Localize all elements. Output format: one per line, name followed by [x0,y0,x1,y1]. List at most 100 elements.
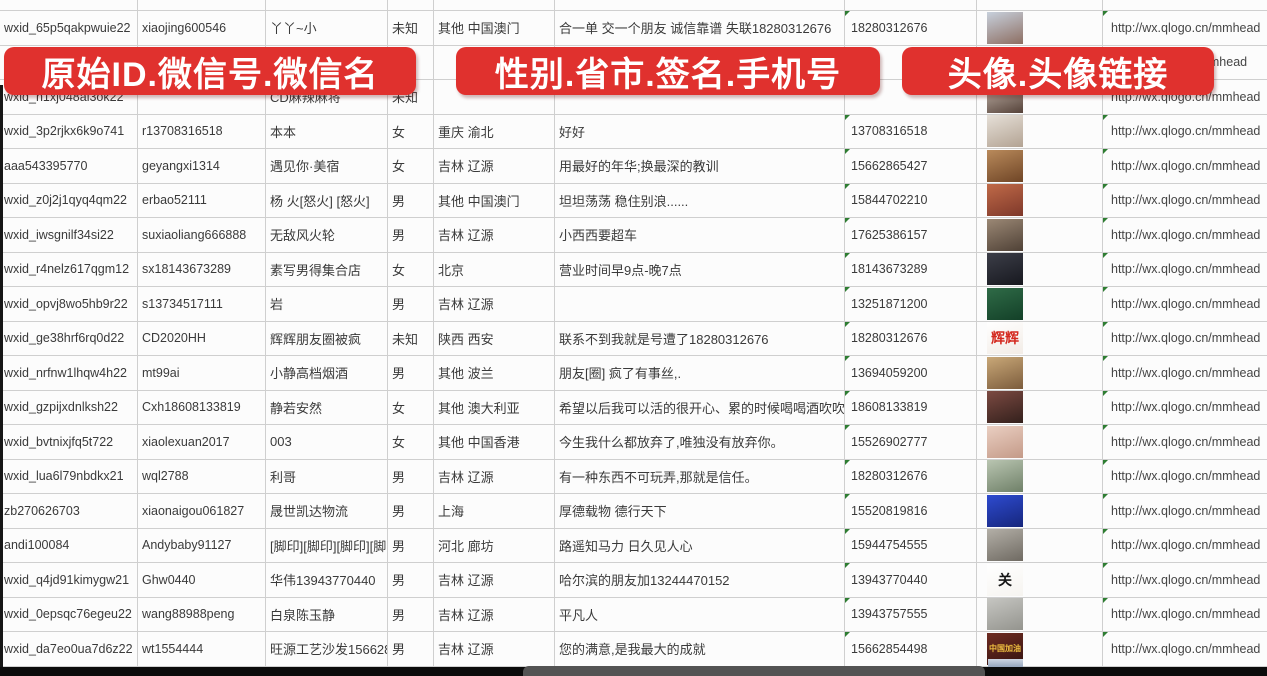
cell-phone[interactable]: 18280312676 [845,459,977,493]
cell-region[interactable]: 陕西 西安 [434,321,555,355]
cell-signature[interactable] [555,80,845,114]
cell-wechat-id[interactable]: s13734517111 [138,287,266,321]
cell-avatar[interactable] [977,494,1103,528]
cell-avatar[interactable] [977,149,1103,183]
cell-wechat-id[interactable]: wt1554444 [138,632,266,666]
cell-wechat-id[interactable]: xiaolexuan2017 [138,425,266,459]
cell-wechat-id[interactable] [138,80,266,114]
cell-phone[interactable]: 13708316518 [845,114,977,148]
cell-avatar-url[interactable]: http://wx.qlogo.cn/mmhead [1103,183,1267,218]
cell-wechat-name[interactable]: 辉辉朋友圈被疯 [266,321,388,355]
cell-avatar[interactable]: 关 [977,563,1103,597]
cell-phone[interactable]: 18143673289 [845,252,977,286]
cell-original-id[interactable]: zb270626703 [0,494,138,528]
cell-phone[interactable]: 13943770440 [845,563,977,597]
cell-signature[interactable]: 小西西要超车 [555,218,845,252]
cell-avatar-url[interactable]: http://wx.qlogo.cn/mmhead [1103,390,1267,425]
cell-gender[interactable]: 女 [388,390,434,424]
cell-avatar[interactable] [977,597,1103,631]
cell-original-id[interactable]: wxid_z0j2j1qyq4qm22 [0,183,138,217]
cell-phone[interactable] [845,80,977,114]
cell-gender[interactable]: 女 [388,252,434,286]
cell-signature[interactable]: 您的满意,是我最大的成就 [555,632,845,666]
cell-phone[interactable]: 15526902777 [845,425,977,459]
cell-wechat-name[interactable]: 旺源工艺沙发15662854 [266,632,388,666]
cell-avatar[interactable]: 辉辉 [977,321,1103,355]
cell-gender[interactable]: 未知 [388,321,434,355]
cell-wechat-name[interactable]: 丫丫~小 [266,11,388,45]
cell-avatar[interactable] [977,459,1103,493]
cell-signature[interactable]: 朋友[圈] 疯了有事丝,. [555,356,845,390]
cell-original-id[interactable]: wxid_nrfnw1lhqw4h22 [0,356,138,390]
cell-region[interactable]: 吉林 辽源 [434,597,555,631]
cell-avatar[interactable] [977,528,1103,562]
cell-wechat-name[interactable]: 静若安然 [266,390,388,424]
cell-signature[interactable]: 联系不到我就是号遭了18280312676 [555,321,845,355]
cell-phone[interactable]: 15662854498 [845,632,977,666]
cell-wechat-id[interactable]: Andybaby91127 [138,528,266,562]
cell-signature[interactable]: 有一种东西不可玩弄,那就是信任。 [555,459,845,493]
cell-phone[interactable]: 18280312676 [845,321,977,355]
cell-avatar[interactable] [977,287,1103,321]
cell-wechat-name[interactable]: 小静高档烟酒 [266,356,388,390]
cell-gender[interactable]: 未知 [388,11,434,45]
cell-original-id[interactable]: wxid_q4jd91kimygw21 [0,563,138,597]
cell-avatar-url[interactable]: http://wx.qlogo.cn/mmhead [1103,459,1267,494]
cell-wechat-id[interactable]: geyangxi1314 [138,149,266,183]
cell-phone[interactable]: 18280312676 [845,11,977,45]
cell-gender[interactable]: 男 [388,632,434,666]
cell-wechat-name[interactable]: [脚印][脚印][脚印][脚印 [266,528,388,562]
cell-region[interactable]: 重庆 渝北 [434,114,555,148]
cell-avatar-url[interactable]: http://wx.qlogo.cn/mmhead [1103,252,1267,287]
cell-original-id[interactable]: aaa543395770 [0,149,138,183]
cell-region[interactable]: 吉林 辽源 [434,149,555,183]
cell-gender[interactable]: 男 [388,183,434,217]
cell-phone[interactable]: 17625386157 [845,218,977,252]
cell-gender[interactable]: 男 [388,597,434,631]
cell-original-id[interactable]: wxid_3p2rjkx6k9o741 [0,114,138,148]
cell-original-id[interactable]: wxid_65p5qakpwuie22 [0,11,138,45]
cell-region[interactable]: 其他 中国澳门 [434,11,555,45]
cell-avatar-url[interactable]: http://wx.qlogo.cn/mmhead [1103,218,1267,252]
cell-region[interactable]: 吉林 辽源 [434,459,555,493]
cell-original-id[interactable]: wxid_da7eo0ua7d6z22 [0,632,138,666]
cell-wechat-name[interactable]: 华伟13943770440 [266,563,388,597]
cell-wechat-name[interactable]: 白泉陈玉静 [266,597,388,631]
cell-gender[interactable]: 女 [388,149,434,183]
cell-region[interactable]: 其他 波兰 [434,356,555,390]
cell-wechat-id[interactable]: wang88988peng [138,597,266,631]
cell-gender[interactable]: 男 [388,356,434,390]
cell-avatar[interactable] [977,183,1103,217]
cell-wechat-id[interactable]: erbao52111 [138,183,266,217]
cell-original-id[interactable]: wxid_lua6l79nbdkx21 [0,459,138,493]
cell-region[interactable]: 吉林 辽源 [434,287,555,321]
cell-original-id[interactable]: wxid_opvj8wo5hb9r22 [0,287,138,321]
cell-wechat-name[interactable]: 003 [266,425,388,459]
cell-avatar[interactable] [977,252,1103,286]
cell-wechat-id[interactable]: mt99ai [138,356,266,390]
cell-phone[interactable]: 15844702210 [845,183,977,217]
cell-avatar-url[interactable]: http://wx.qlogo.cn/mmhead [1103,114,1267,149]
cell-original-id[interactable]: wxid_r4nelz617qgm12 [0,252,138,286]
cell-wechat-name[interactable]: 遇见你·美宿 [266,149,388,183]
cell-original-id[interactable]: wxid_gzpijxdnlksh22 [0,390,138,424]
cell-gender[interactable]: 男 [388,563,434,597]
cell-gender[interactable]: 男 [388,528,434,562]
cell-phone[interactable]: 18608133819 [845,390,977,424]
cell-original-id[interactable]: wxid_bvtnixjfq5t722 [0,425,138,459]
cell-wechat-name[interactable]: 素写男得集合店 [266,252,388,286]
cell-signature[interactable]: 好好 [555,114,845,148]
cell-gender[interactable]: 男 [388,459,434,493]
cell-wechat-name[interactable]: 杨 火[怒火] [怒火] [266,183,388,217]
cell-original-id[interactable]: wxid_ge38hrf6rq0d22 [0,321,138,355]
cell-original-id[interactable]: wxid_0epsqc76egeu22 [0,597,138,631]
cell-avatar-url[interactable]: http://wx.qlogo.cn/mmhead [1103,287,1267,321]
cell-wechat-id[interactable]: Ghw0440 [138,563,266,597]
cell-wechat-id[interactable]: sx18143673289 [138,252,266,286]
cell-region[interactable] [434,80,555,114]
cell-region[interactable]: 吉林 辽源 [434,218,555,252]
cell-wechat-id[interactable]: xiaojing600546 [138,11,266,45]
cell-region[interactable]: 其他 中国澳门 [434,183,555,217]
cell-avatar[interactable] [977,218,1103,252]
cell-region[interactable]: 河北 廊坊 [434,528,555,562]
